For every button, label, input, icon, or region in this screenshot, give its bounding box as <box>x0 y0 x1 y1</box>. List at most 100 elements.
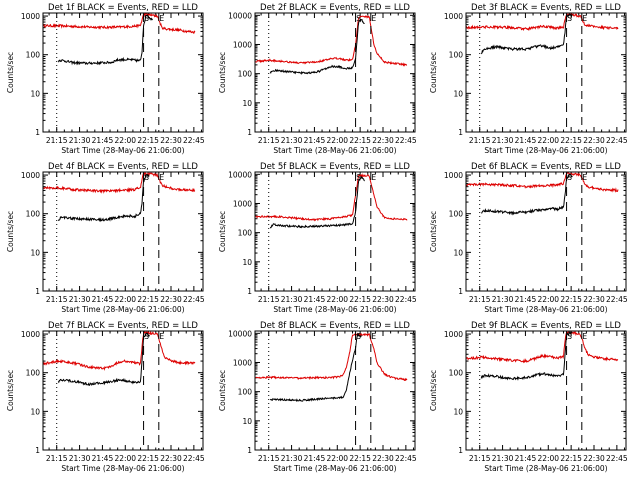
event-marker-label: S <box>356 332 361 341</box>
y-tick-label: 100 <box>449 369 464 378</box>
plot-frame <box>42 171 204 292</box>
y-axis-label: Counts/sec <box>218 211 227 252</box>
y-tick-label: 100 <box>238 388 253 397</box>
x-axis-label: Start Time (28-May-06 21:06:00) <box>61 146 184 155</box>
event-marker-label: S <box>567 14 572 23</box>
y-tick-label: 1 <box>35 287 40 296</box>
y-tick-label: 1000 <box>233 199 252 208</box>
plot-frame <box>42 330 204 451</box>
event-marker-label: S <box>567 173 572 182</box>
y-tick-label: 100 <box>26 210 41 219</box>
y-tick-label: 1 <box>458 128 463 137</box>
chart-panel: Det 6f BLACK = Events, RED = LLD Counts/s… <box>429 162 628 314</box>
x-tick-label: 22:45 <box>183 295 205 304</box>
y-tick-label: 10 <box>453 407 463 416</box>
y-tick-label: 100 <box>238 229 253 238</box>
x-tick-label: 21:30 <box>69 454 91 463</box>
x-tick-label: 22:00 <box>326 295 348 304</box>
x-tick-label: 21:15 <box>469 295 491 304</box>
events-series-line <box>57 174 150 223</box>
x-tick-label: 22:00 <box>537 136 559 145</box>
y-axis-label: Counts/sec <box>6 211 15 252</box>
x-tick-label: 22:30 <box>160 295 182 304</box>
x-tick-label: 22:30 <box>372 454 394 463</box>
y-axis-label: Counts/sec <box>429 370 438 411</box>
x-axis-label: Start Time (28-May-06 21:06:00) <box>484 305 607 314</box>
event-marker-label: E <box>159 173 164 182</box>
x-tick-label: 22:15 <box>137 295 159 304</box>
plot-frame <box>254 12 416 133</box>
panel-title: Det 1f BLACK = Events, RED = LLD <box>48 3 198 13</box>
y-tick-label: 10000 <box>228 11 252 20</box>
x-tick-label: 22:15 <box>560 454 582 463</box>
y-tick-label: 100 <box>26 51 41 60</box>
y-tick-label: 10000 <box>228 329 252 338</box>
y-tick-label: 1000 <box>444 171 463 180</box>
x-axis-label: Start Time (28-May-06 21:06:00) <box>273 146 396 155</box>
chart-panel: Det 9f BLACK = Events, RED = LLD Counts/s… <box>429 321 628 473</box>
chart-panel: Det 3f BLACK = Events, RED = LLD Counts/s… <box>429 3 628 155</box>
event-marker-label: S <box>356 14 361 23</box>
x-tick-label: 22:15 <box>137 454 159 463</box>
x-tick-label: 21:30 <box>492 454 514 463</box>
y-tick-label: 10 <box>453 248 463 257</box>
y-tick-label: 1 <box>247 287 252 296</box>
y-tick-label: 10 <box>30 89 40 98</box>
x-tick-label: 22:15 <box>349 295 371 304</box>
x-tick-label: 22:00 <box>326 454 348 463</box>
event-marker-label: S <box>144 173 149 182</box>
chart-panel: Det 2f BLACK = Events, RED = LLD Counts/s… <box>218 3 417 155</box>
x-tick-label: 21:30 <box>281 454 303 463</box>
lld-series-line <box>255 332 408 381</box>
y-tick-label: 1000 <box>21 171 40 180</box>
x-tick-label: 22:30 <box>372 136 394 145</box>
plot-frame <box>254 171 416 292</box>
y-tick-label: 1 <box>35 128 40 137</box>
panel-title: Det 6f BLACK = Events, RED = LLD <box>471 162 621 172</box>
events-series-line <box>481 173 573 216</box>
x-tick-label: 22:15 <box>137 136 159 145</box>
event-marker-label: S <box>567 332 572 341</box>
panel-title: Det 7f BLACK = Events, RED = LLD <box>48 321 198 331</box>
event-marker-label: S <box>356 173 361 182</box>
x-axis-label: Start Time (28-May-06 21:06:00) <box>61 305 184 314</box>
y-axis-label: Counts/sec <box>429 52 438 93</box>
y-tick-label: 10 <box>453 89 463 98</box>
x-axis-label: Start Time (28-May-06 21:06:00) <box>273 305 396 314</box>
events-series-line <box>269 175 365 229</box>
events-series-line <box>57 14 153 66</box>
event-marker-label: E <box>159 14 164 23</box>
plot-frame <box>465 12 627 133</box>
x-tick-label: 21:15 <box>46 454 68 463</box>
event-marker-label: S <box>144 332 149 341</box>
x-axis-label: Start Time (28-May-06 21:06:00) <box>273 464 396 473</box>
x-tick-label: 22:30 <box>372 295 394 304</box>
x-tick-label: 21:45 <box>515 454 537 463</box>
y-tick-label: 1 <box>35 446 40 455</box>
event-marker-label: E <box>582 14 587 23</box>
y-axis-label: Counts/sec <box>6 52 15 93</box>
x-tick-label: 21:15 <box>258 295 280 304</box>
y-tick-label: 10 <box>242 417 252 426</box>
y-axis-label: Counts/sec <box>218 52 227 93</box>
x-tick-label: 22:15 <box>349 454 371 463</box>
x-tick-label: 22:45 <box>395 136 417 145</box>
y-tick-label: 1 <box>458 446 463 455</box>
x-tick-label: 22:00 <box>537 295 559 304</box>
x-tick-label: 22:45 <box>606 454 628 463</box>
x-tick-label: 22:45 <box>183 136 205 145</box>
lld-series-line <box>43 172 196 194</box>
x-tick-label: 22:30 <box>160 454 182 463</box>
x-tick-label: 21:30 <box>69 295 91 304</box>
x-tick-label: 22:00 <box>114 136 136 145</box>
y-tick-label: 1000 <box>444 330 463 339</box>
x-tick-label: 21:15 <box>46 136 68 145</box>
plot-frame <box>254 330 416 451</box>
x-tick-label: 21:30 <box>69 136 91 145</box>
x-tick-label: 22:15 <box>349 136 371 145</box>
x-tick-label: 21:30 <box>492 295 514 304</box>
x-tick-label: 22:00 <box>114 295 136 304</box>
event-marker-label: E <box>371 332 376 341</box>
lld-series-line <box>466 13 619 32</box>
